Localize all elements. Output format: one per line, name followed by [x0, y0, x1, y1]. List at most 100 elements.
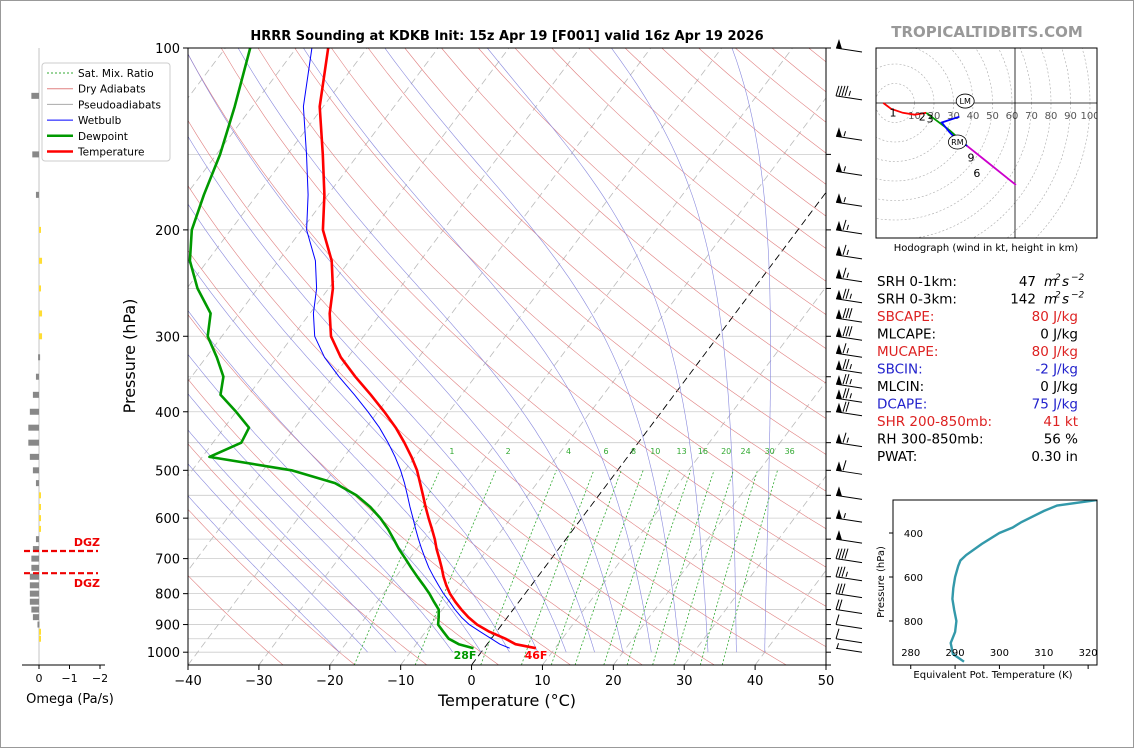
index-label: DCAPE:: [877, 397, 927, 413]
theta-e-series: [949, 500, 1097, 663]
barb-pennant: [836, 193, 842, 204]
wind-barb: [835, 628, 863, 644]
wind-barb: [835, 244, 863, 260]
wind-barb: [835, 193, 863, 207]
wind-barb: [835, 39, 863, 53]
barb-flag: [845, 288, 850, 299]
barb-flag: [845, 358, 850, 370]
index-value: 47: [1019, 274, 1036, 290]
mixing-ratio-label: 10: [650, 447, 660, 456]
index-unit: s: [1062, 274, 1069, 290]
index-label: MLCIN:: [877, 379, 924, 395]
x-tick-label: −30: [245, 674, 272, 689]
storm-motion-label: LM: [960, 97, 971, 106]
dry-adiabat: [188, 249, 643, 665]
moist-adiabat: [303, 48, 652, 653]
legend-label: Temperature: [77, 147, 145, 159]
index-value: 80 J/kg: [1032, 309, 1078, 325]
mixing-ratio-line: [353, 470, 441, 665]
barb-flag: [842, 267, 847, 278]
dry-adiabat: [404, 48, 826, 419]
isotherm-line: [188, 48, 510, 477]
barb-flag: [842, 288, 847, 299]
skewt-background: 1 2 4 6 8 10 13 16 20 24 30 36: [188, 48, 826, 665]
y-tick-label: 300: [155, 330, 180, 345]
index-value: 56 %: [1044, 432, 1078, 448]
mixing-ratio-line: [603, 470, 670, 665]
moist-adiabat: [188, 310, 482, 653]
hodograph-segment: [882, 102, 927, 116]
omega-bar: [29, 582, 39, 589]
omega-bar: [39, 285, 41, 292]
hodograph-ring-label: 30: [947, 111, 960, 122]
barb-half-flag: [846, 437, 849, 443]
barb-flag: [838, 599, 843, 610]
theta-e-x-tick-label: 320: [1079, 648, 1098, 659]
legend-label: Sat. Mix. Ratio: [78, 68, 154, 80]
theta-e-y-tick-label: 800: [904, 617, 923, 628]
barb-pennant: [836, 360, 842, 371]
moist-adiabat: [188, 463, 368, 653]
omega-bar: [28, 424, 39, 431]
omega-bar: [39, 525, 41, 532]
mixing-ratio-label: 4: [566, 447, 571, 456]
x-axis-label: Temperature (°C): [437, 691, 576, 710]
y-tick-label: 100: [155, 42, 180, 57]
wind-barb: [835, 267, 863, 283]
omega-bar: [35, 191, 39, 198]
isotherm-line: [613, 380, 826, 665]
y-tick-label: 600: [155, 512, 180, 527]
barb-pennant: [836, 530, 842, 541]
hodograph-ring: [1006, 48, 1071, 238]
wind-barb: [835, 127, 863, 141]
barb-pennant: [836, 509, 842, 520]
barb-flag: [845, 326, 850, 337]
omega-bar: [39, 310, 43, 317]
index-label: SBCAPE:: [877, 309, 934, 325]
isotherm-line: [188, 48, 297, 194]
dry-adiabat: [220, 48, 826, 607]
wind-barb: [835, 530, 863, 544]
index-value: 142: [1010, 292, 1036, 308]
barb-flag: [842, 460, 847, 471]
hodograph-height-label: 9: [968, 152, 975, 165]
barb-pennant: [836, 389, 842, 400]
omega-bar: [29, 598, 39, 605]
mixing-ratio-line: [626, 470, 692, 665]
x-tick-label: 40: [747, 674, 764, 689]
x-tick-label: 50: [818, 674, 835, 689]
mixing-ratio-line: [699, 470, 758, 665]
dgz-label: DGZ: [74, 577, 100, 590]
omega-tick-label: 0: [36, 672, 43, 685]
dgz-label: DGZ: [74, 536, 100, 549]
index-label: SBCIN:: [877, 362, 923, 378]
omega-bar: [29, 408, 39, 415]
series-temperature: [318, 48, 537, 650]
dry-adiabat: [188, 314, 571, 665]
isotherm-line: [542, 286, 826, 665]
dry-adiabat: [478, 48, 826, 349]
barb-flag: [845, 373, 850, 385]
mixing-ratio-label: 6: [603, 447, 608, 456]
mixing-ratio-line: [480, 470, 557, 665]
theta-e-y-label: Pressure (hPa): [876, 546, 887, 618]
hodograph-trace: 1 2 3 6 9 LM RM: [882, 93, 1017, 186]
index-unit: m: [1044, 292, 1057, 308]
dry-adiabat: [188, 443, 428, 665]
wind-barb: [835, 326, 863, 341]
omega-bar: [39, 515, 41, 522]
index-unit: s: [1062, 292, 1069, 308]
omega-bar: [31, 606, 39, 613]
y-tick-label: 700: [155, 553, 180, 568]
series-dewpoint: [188, 48, 474, 650]
y-tick-label: 400: [155, 406, 180, 421]
barb-flag: [838, 583, 843, 594]
dry-adiabat: [188, 53, 826, 648]
barb-staff: [835, 558, 863, 564]
barb-flag: [842, 388, 847, 399]
hodograph-caption: Hodograph (wind in kt, height in km): [894, 243, 1079, 254]
y-tick-label: 1000: [147, 646, 180, 661]
mixing-ratio-label: 8: [631, 447, 636, 456]
series-wetbulb: [302, 48, 510, 649]
barb-half-flag: [843, 197, 846, 203]
